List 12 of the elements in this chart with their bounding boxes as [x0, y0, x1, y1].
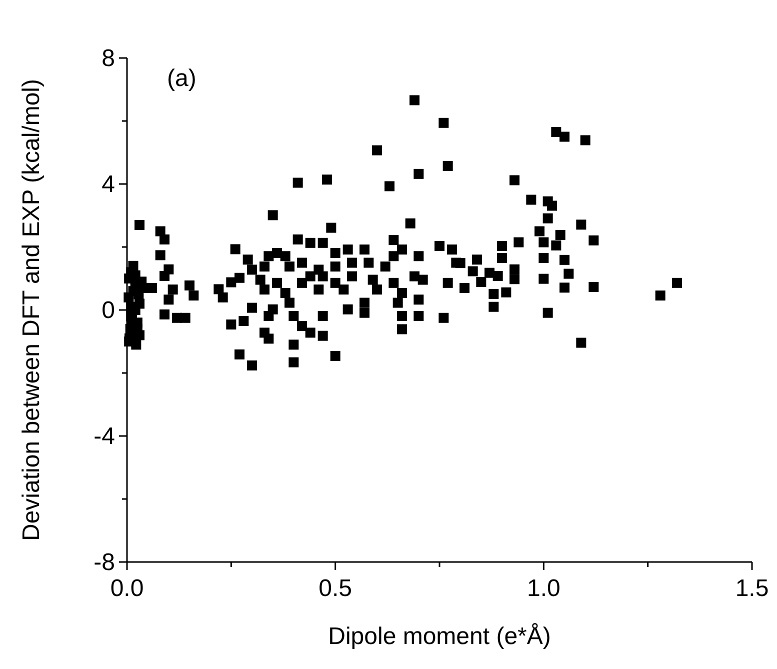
- x-tick-label: 1.5: [735, 575, 769, 602]
- y-tick-label: 8: [102, 45, 115, 72]
- x-tick-label: 0.5: [318, 575, 352, 602]
- y-tick-label: 4: [102, 171, 115, 198]
- y-tick-label: 0: [102, 297, 115, 324]
- x-axis-title: Dipole moment (e*Å): [328, 623, 551, 650]
- x-tick-label: 1.0: [526, 575, 560, 602]
- y-axis-title: Deviation between DFT and EXP (kcal/mol): [18, 79, 45, 541]
- y-tick-label: -8: [94, 549, 115, 576]
- y-tick-label: -4: [94, 423, 115, 450]
- annotation: (a): [167, 65, 196, 92]
- x-tick-label: 0.0: [110, 575, 144, 602]
